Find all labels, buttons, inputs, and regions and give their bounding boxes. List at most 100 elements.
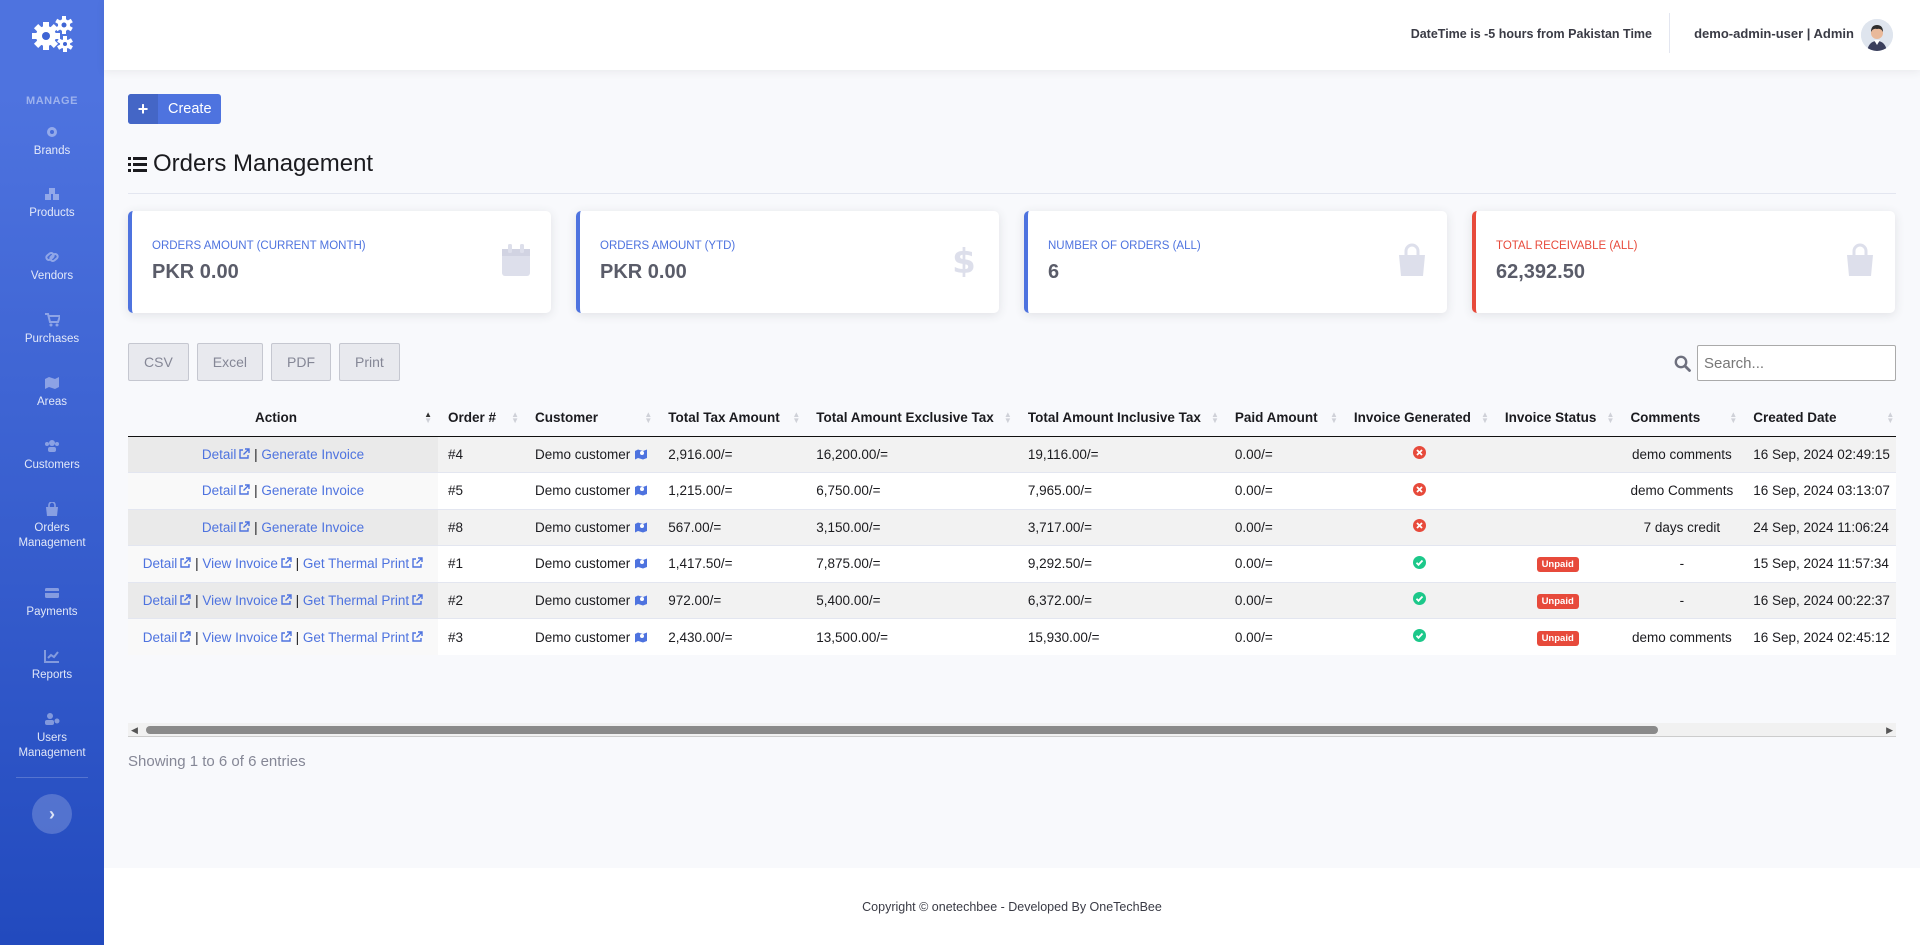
- scroll-right-icon[interactable]: ▶: [1886, 725, 1893, 735]
- column-header-comments[interactable]: Comments ▲ ▼: [1620, 400, 1744, 437]
- detail-link[interactable]: Detail: [202, 483, 251, 498]
- column-header-customer[interactable]: Customer ▲ ▼: [525, 400, 659, 437]
- user-menu-label[interactable]: demo-admin-user | Admin: [1694, 26, 1854, 41]
- check-circle-icon: [1412, 555, 1426, 569]
- sidebar-item-reports[interactable]: Reports: [0, 649, 104, 683]
- action-separator: |: [291, 556, 303, 572]
- sidebar-item-brands[interactable]: Brands: [0, 125, 104, 159]
- page-title: Orders Management: [128, 150, 373, 178]
- cogs-icon: [32, 16, 73, 52]
- paid-amount-cell: 0.00/=: [1224, 618, 1344, 655]
- map-marked-icon[interactable]: [634, 484, 648, 496]
- map-marked-icon[interactable]: [634, 557, 648, 569]
- csv-button[interactable]: CSV: [128, 343, 189, 381]
- bag-icon: [44, 502, 60, 516]
- print-button[interactable]: Print: [339, 343, 400, 381]
- link-label: Generate Invoice: [261, 446, 365, 462]
- detail-link[interactable]: Detail: [202, 520, 251, 535]
- comments-cell: demo comments: [1620, 435, 1744, 473]
- card-value: 6: [1048, 261, 1060, 283]
- pdf-button[interactable]: PDF: [271, 343, 332, 381]
- cog-icon: [44, 125, 60, 139]
- generate-invoice-link[interactable]: Generate Invoice: [261, 483, 364, 498]
- column-header-invoice-generated[interactable]: Invoice Generated ▲ ▼: [1343, 400, 1495, 437]
- column-header-total-amount-exclusive-tax[interactable]: Total Amount Exclusive Tax ▲ ▼: [806, 400, 1018, 437]
- sort-icon: ▲ ▼: [1886, 410, 1895, 425]
- view-invoice-link[interactable]: View Invoice: [202, 630, 292, 645]
- external-link-icon: [179, 557, 192, 569]
- sidebar-item-areas[interactable]: Areas: [0, 376, 104, 410]
- customer-cell: Demo customer: [525, 618, 659, 655]
- horizontal-scrollbar[interactable]: ◀ ▶: [128, 723, 1896, 737]
- column-header-order[interactable]: Order # ▲ ▼: [438, 400, 525, 437]
- sidebar-item-customers[interactable]: Customers: [0, 439, 104, 473]
- map-marked-icon[interactable]: [634, 594, 648, 606]
- table-body: Detail | Generate Invoice #4 Demo customer…: [128, 435, 1896, 655]
- sidebar-item-orders-management[interactable]: Orders Management: [0, 502, 104, 551]
- comments-cell: -: [1620, 581, 1744, 619]
- column-header-invoice-status[interactable]: Invoice Status ▲ ▼: [1494, 400, 1621, 437]
- detail-link[interactable]: Detail: [143, 593, 192, 608]
- external-link-icon: [411, 557, 423, 569]
- column-header-label: Order #: [448, 410, 497, 426]
- map-marked-icon[interactable]: [634, 631, 648, 643]
- get-thermal-print-link[interactable]: Get Thermal Print: [303, 593, 423, 608]
- order-number-cell: #2: [438, 581, 525, 619]
- column-header-action[interactable]: Action ▲ ▼: [128, 400, 438, 437]
- map-marked-icon[interactable]: [634, 521, 648, 533]
- generate-invoice-link[interactable]: Generate Invoice: [261, 447, 364, 462]
- column-header-total-amount-inclusive-tax[interactable]: Total Amount Inclusive Tax ▲ ▼: [1017, 400, 1225, 437]
- view-invoice-link[interactable]: View Invoice: [202, 593, 292, 608]
- check-circle-icon: [1412, 592, 1426, 606]
- scrollbar-thumb[interactable]: [146, 726, 1658, 734]
- detail-link[interactable]: Detail: [202, 447, 251, 462]
- summary-card: ORDERS AMOUNT (YTD) PKR 0.00 $: [576, 211, 999, 313]
- sort-icon: ▲ ▼: [424, 410, 432, 425]
- sort-icon: ▲ ▼: [1480, 410, 1489, 425]
- column-header-total-tax-amount[interactable]: Total Tax Amount ▲ ▼: [658, 400, 807, 437]
- avatar[interactable]: [1861, 19, 1893, 51]
- get-thermal-print-link[interactable]: Get Thermal Print: [303, 630, 423, 645]
- search-input[interactable]: [1697, 345, 1896, 381]
- detail-link[interactable]: Detail: [143, 556, 192, 571]
- view-invoice-link[interactable]: View Invoice: [202, 556, 292, 571]
- detail-link[interactable]: Detail: [143, 630, 192, 645]
- tax-amount-cell: 1,417.50/=: [658, 545, 807, 582]
- sort-icon: ▲ ▼: [1329, 410, 1338, 425]
- sidebar-item-label: Users Management: [18, 732, 86, 759]
- customer-name: Demo customer: [535, 556, 631, 572]
- invoice-generated-cell: [1343, 618, 1495, 655]
- sidebar-item-products[interactable]: Products: [0, 187, 104, 221]
- column-header-paid-amount[interactable]: Paid Amount ▲ ▼: [1224, 400, 1344, 437]
- exclusive-amount-cell: 6,750.00/=: [806, 472, 1018, 509]
- sidebar-item-payments[interactable]: Payments: [0, 586, 104, 620]
- map-marked-icon[interactable]: [634, 448, 648, 460]
- sidebar-item-users-management[interactable]: Users Management: [0, 712, 104, 761]
- paid-amount-cell: 0.00/=: [1224, 435, 1344, 473]
- customer-cell: Demo customer: [525, 508, 659, 546]
- status-badge: Unpaid: [1536, 557, 1579, 573]
- sidebar-item-label: Areas: [36, 396, 68, 408]
- tax-amount-cell: 972.00/=: [658, 581, 807, 619]
- create-button-label: Create: [168, 101, 212, 117]
- excel-button[interactable]: Excel: [196, 343, 264, 381]
- order-number-cell: #1: [438, 545, 525, 582]
- tax-amount-cell: 2,430.00/=: [658, 618, 807, 655]
- create-button[interactable]: + Create: [128, 94, 221, 124]
- scroll-left-icon[interactable]: ◀: [131, 725, 138, 735]
- created-date-cell: 24 Sep, 2024 11:06:24: [1743, 508, 1896, 546]
- generate-invoice-link[interactable]: Generate Invoice: [261, 520, 364, 535]
- link-label: Detail: [201, 483, 237, 499]
- get-thermal-print-link[interactable]: Get Thermal Print: [303, 556, 423, 571]
- brand-logo[interactable]: [0, 0, 104, 68]
- created-date-cell: 15 Sep, 2024 11:57:34: [1743, 545, 1896, 582]
- column-header-label: Total Amount Exclusive Tax: [816, 410, 994, 426]
- orders-table: Action ▲ ▼ Order # ▲ ▼ Customer ▲ ▼ Total Tax Amo…: [128, 400, 1896, 655]
- column-header-created-date[interactable]: Created Date ▲ ▼: [1743, 400, 1896, 437]
- paid-amount-cell: 0.00/=: [1224, 545, 1344, 582]
- sidebar-item-vendors[interactable]: Vendors: [0, 250, 104, 284]
- sidebar-item-purchases[interactable]: Purchases: [0, 313, 104, 347]
- created-date-cell: 16 Sep, 2024 02:45:12: [1743, 618, 1896, 655]
- column-header-label: Created Date: [1753, 410, 1837, 426]
- sidebar-toggle-button[interactable]: ›: [32, 794, 72, 834]
